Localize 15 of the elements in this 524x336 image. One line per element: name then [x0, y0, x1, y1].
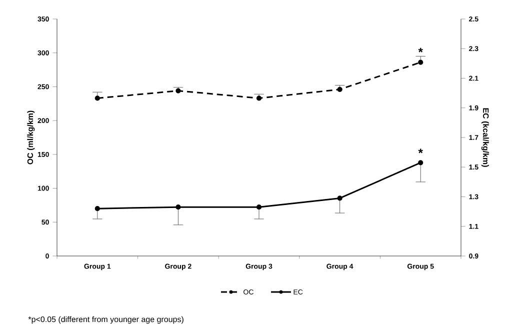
annotation: *: [418, 148, 423, 154]
point: [94, 96, 100, 101]
point: [418, 60, 424, 65]
point: [418, 160, 424, 166]
point: [337, 196, 342, 201]
point: [256, 204, 262, 210]
point: [256, 96, 262, 101]
point: [176, 88, 181, 94]
annotation: *: [418, 48, 423, 52]
point: [94, 206, 100, 212]
y-axis-title: OC (ml/kg/km): [27, 110, 35, 164]
point: [176, 204, 181, 210]
y2-axis-title: EC (kcal/kg/km): [481, 108, 489, 167]
point: [337, 86, 342, 92]
text: *p<0.05 (different from younger age groups): [28, 316, 184, 324]
